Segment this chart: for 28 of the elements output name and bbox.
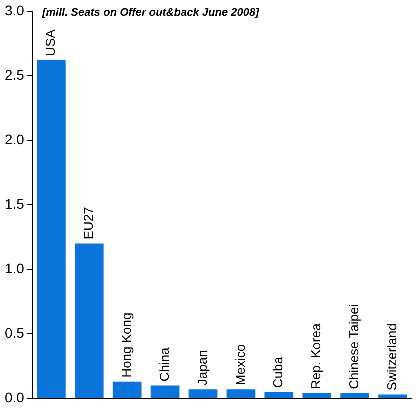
x-tick-label: Rep. Korea bbox=[308, 322, 324, 390]
bar bbox=[378, 394, 408, 398]
y-tick-label: 2.0 bbox=[4, 131, 25, 148]
x-tick-label: USA bbox=[43, 29, 58, 56]
x-tick-label: China bbox=[156, 346, 172, 382]
bar bbox=[226, 390, 256, 398]
chart-title: [mill. Seats on Offer out&back June 2008] bbox=[41, 7, 260, 20]
y-tick-label: 3.0 bbox=[4, 2, 25, 18]
bar bbox=[302, 393, 332, 398]
y-tick-label: 0.0 bbox=[4, 389, 25, 406]
x-tick-label: Japan bbox=[194, 350, 210, 386]
x-tick-label: EU27 bbox=[80, 207, 96, 240]
bar bbox=[74, 244, 104, 398]
y-tick-label: 0.5 bbox=[4, 324, 25, 341]
y-tick-label: 1.5 bbox=[4, 196, 25, 212]
x-tick-label: Chinese Taipei bbox=[346, 304, 362, 390]
x-tick-label: Cuba bbox=[270, 356, 286, 388]
bar bbox=[112, 382, 142, 398]
bar bbox=[264, 392, 294, 398]
x-tick-label: Mexico bbox=[232, 344, 248, 386]
bar bbox=[188, 390, 218, 398]
x-tick-label: Switzerland bbox=[384, 324, 400, 391]
y-tick-label: 1.0 bbox=[4, 260, 25, 276]
bar bbox=[150, 386, 180, 398]
x-tick-label: Hong Kong bbox=[118, 312, 134, 378]
bar bbox=[340, 393, 370, 398]
bar bbox=[37, 60, 66, 398]
y-tick-label: 2.5 bbox=[4, 66, 25, 83]
